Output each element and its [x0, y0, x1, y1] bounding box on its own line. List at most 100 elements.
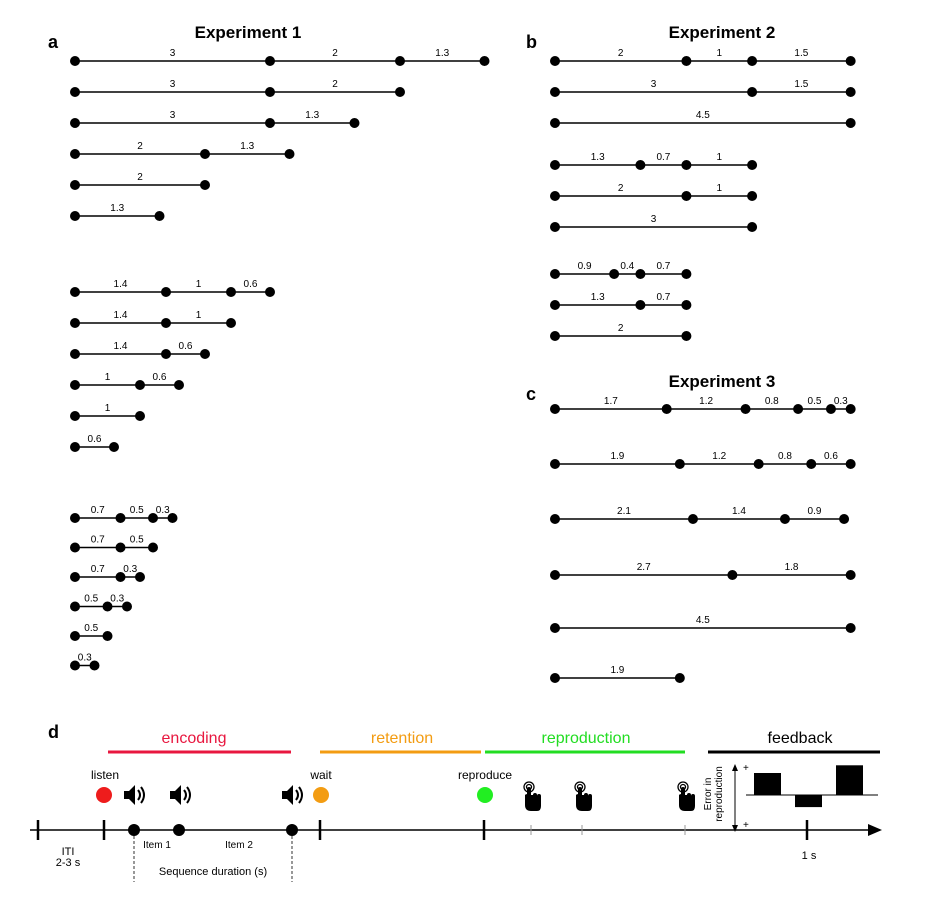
sequence-row: 2.1 1.4 0.9 — [550, 506, 850, 524]
sequence-row: 0.5 0.3 — [70, 594, 132, 612]
wait-dot — [313, 787, 329, 803]
onset-dot — [727, 570, 738, 580]
onset-dot — [200, 149, 210, 159]
onset-dot — [661, 404, 672, 414]
onset-dot — [687, 514, 698, 524]
interval-label: 0.3 — [78, 653, 92, 664]
sequence-row: 3 1.5 — [550, 79, 856, 97]
interval-label: 1 — [716, 48, 722, 59]
onset-dot — [265, 87, 275, 97]
sequence-row: 2 — [550, 323, 692, 341]
sequence-row: 3 2 1.3 — [70, 48, 490, 66]
reproduction-label: reproduction — [542, 730, 631, 747]
onset-dot — [148, 542, 158, 553]
onset-dot — [550, 118, 560, 128]
sequence-row: 0.6 — [70, 434, 119, 452]
panel-b-sequences: 2 1 1.53 1.54.51.3 0.7 12 130.9 0.4 0.71.3 0.72 — [550, 48, 856, 341]
interval-label: 1 — [716, 183, 722, 194]
interval-label: 3 — [651, 79, 657, 90]
onset-dot — [609, 269, 620, 279]
interval-label: 2 — [137, 141, 143, 152]
onset-dot — [70, 87, 80, 97]
interval-label: 1.8 — [785, 562, 799, 573]
interval-label: 2 — [137, 172, 143, 183]
onset-dot — [845, 623, 856, 633]
sequence-row: 1.3 — [70, 203, 165, 221]
onset-dot — [102, 631, 113, 641]
interval-label: 1.3 — [591, 152, 605, 163]
onset-dot — [681, 269, 692, 279]
onset-dot — [135, 380, 145, 390]
onset-dot — [89, 660, 100, 671]
onset-dot — [635, 160, 646, 170]
onset-dot — [161, 287, 171, 297]
interval-label: 1.4 — [114, 341, 128, 352]
onset-dot — [747, 87, 758, 97]
interval-label: 0.7 — [91, 505, 105, 516]
interval-label: 1.2 — [712, 451, 726, 462]
onset-dot — [70, 118, 80, 128]
sequence-row: 1.7 1.2 0.8 0.5 0.3 — [550, 396, 856, 414]
onset-dot — [845, 118, 856, 128]
onset-dot — [681, 300, 692, 310]
interval-label: 1.3 — [435, 48, 449, 59]
onset-dot — [550, 160, 560, 170]
onset-dot — [70, 442, 80, 452]
onset-dot — [845, 570, 856, 580]
onset-dot — [747, 160, 758, 170]
interval-label: 4.5 — [696, 110, 710, 121]
speaker-icon — [124, 785, 145, 805]
onset-dot — [845, 56, 856, 66]
sequence-onset-dot — [173, 824, 185, 836]
interval-label: 0.3 — [110, 594, 124, 605]
interval-label: 1.4 — [114, 279, 128, 290]
onset-dot — [747, 222, 758, 232]
error-axis-arrowhead-up — [732, 764, 738, 771]
interval-label: 1.3 — [305, 110, 319, 121]
interval-label: 0.6 — [179, 341, 193, 352]
retention-label: retention — [371, 730, 433, 747]
interval-label: 0.6 — [88, 434, 102, 445]
onset-dot — [747, 56, 758, 66]
interval-label: 0.6 — [153, 372, 167, 383]
sequence-row: 1.4 1 — [70, 310, 236, 328]
sequence-duration-label: Sequence duration (s) — [159, 866, 267, 878]
onset-dot — [115, 572, 126, 582]
onset-dot — [70, 380, 80, 390]
onset-dot — [70, 631, 80, 641]
onset-dot — [70, 149, 80, 159]
sequence-row: 4.5 — [550, 110, 856, 128]
interval-label: 1.4 — [114, 310, 128, 321]
onset-dot — [70, 542, 80, 553]
tap-hand-icon — [523, 781, 541, 811]
onset-dot — [226, 318, 236, 328]
onset-dot — [265, 56, 275, 66]
onset-dot — [635, 300, 646, 310]
onset-dot — [635, 269, 646, 279]
interval-label: 0.4 — [620, 261, 634, 272]
interval-label: 0.5 — [84, 623, 98, 634]
sequence-row: 2 — [70, 172, 210, 190]
interval-label: 0.8 — [778, 451, 792, 462]
interval-label: 0.7 — [91, 564, 105, 575]
interval-label: 1.7 — [604, 396, 618, 407]
interval-label: 1.3 — [591, 292, 605, 303]
panel-d-timeline: d encoding retention reproduction feedba… — [30, 722, 882, 882]
onset-dot — [674, 459, 685, 469]
error-bars — [754, 765, 863, 808]
onset-dot — [806, 459, 817, 469]
onset-dot — [550, 191, 560, 201]
sequence-row: 1.4 1 0.6 — [70, 279, 275, 297]
time-axis-arrowhead — [868, 824, 882, 836]
sequence-row: 1.3 0.7 1 — [550, 152, 758, 170]
interval-label: 0.7 — [656, 152, 670, 163]
interval-label: 2 — [618, 183, 624, 194]
panel-b-title: Experiment 2 — [669, 23, 776, 42]
onset-dot — [845, 459, 856, 469]
interval-label: 2 — [332, 48, 338, 59]
item1-label: Item 1 — [143, 840, 171, 851]
onset-dot — [284, 149, 295, 159]
onset-dot — [825, 404, 836, 414]
